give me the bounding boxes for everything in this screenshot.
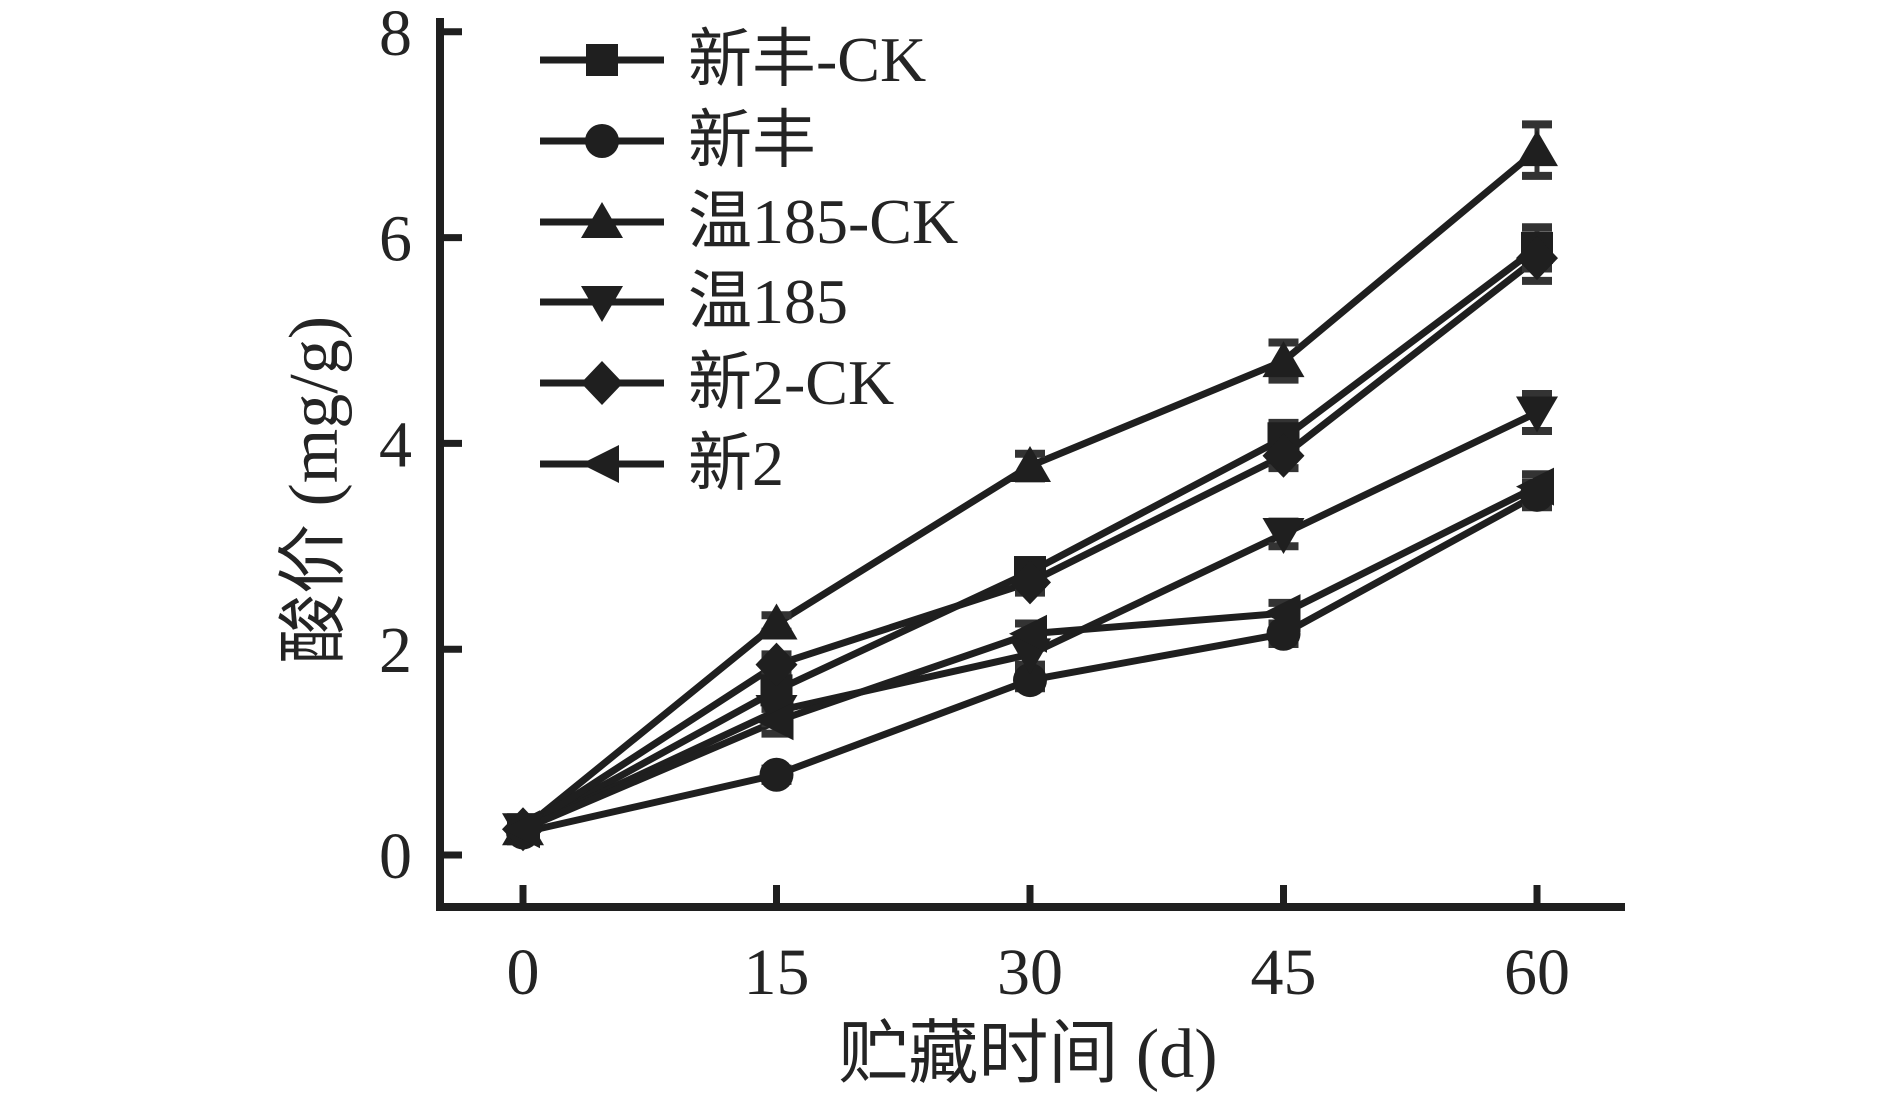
x-axis-title: 贮藏时间 (d)	[838, 1016, 1218, 1093]
circle-marker-icon	[1013, 663, 1047, 698]
x-tick-label: 60	[1504, 936, 1570, 1009]
x-tick-label: 45	[1251, 936, 1317, 1009]
y-tick-label: 2	[379, 614, 412, 687]
x-tick-label: 0	[507, 936, 540, 1009]
triangle-left-marker-icon	[1009, 614, 1047, 653]
triangle-left-marker-icon	[1262, 594, 1301, 633]
triangle-down-marker-icon	[1262, 517, 1305, 554]
triangle-down-marker-icon	[1516, 396, 1558, 433]
diamond-marker-icon	[1262, 433, 1305, 478]
y-tick-label: 8	[379, 0, 412, 70]
circle-marker-icon	[759, 757, 794, 792]
y-tick-label: 0	[379, 820, 412, 893]
diamond-marker-icon	[1009, 560, 1051, 605]
triangle-left-marker-icon	[755, 702, 794, 741]
triangle-up-marker-icon	[755, 603, 798, 640]
y-axis-title: 酸价 (mg/g)	[276, 315, 353, 665]
triangle-up-marker-icon	[1009, 446, 1051, 483]
triangle-up-marker-icon	[1262, 341, 1305, 378]
x-tick-label: 15	[744, 936, 810, 1009]
diamond-marker-icon	[1516, 236, 1558, 281]
series-line	[521, 245, 1540, 833]
y-tick-label: 4	[379, 408, 412, 481]
triangle-left-marker-icon	[1516, 467, 1554, 506]
triangle-left-marker-icon	[502, 810, 540, 849]
x-tick-label: 30	[997, 936, 1063, 1009]
triangle-up-marker-icon	[1516, 130, 1558, 167]
y-tick-label: 6	[379, 203, 412, 276]
diamond-marker-icon	[755, 642, 798, 687]
